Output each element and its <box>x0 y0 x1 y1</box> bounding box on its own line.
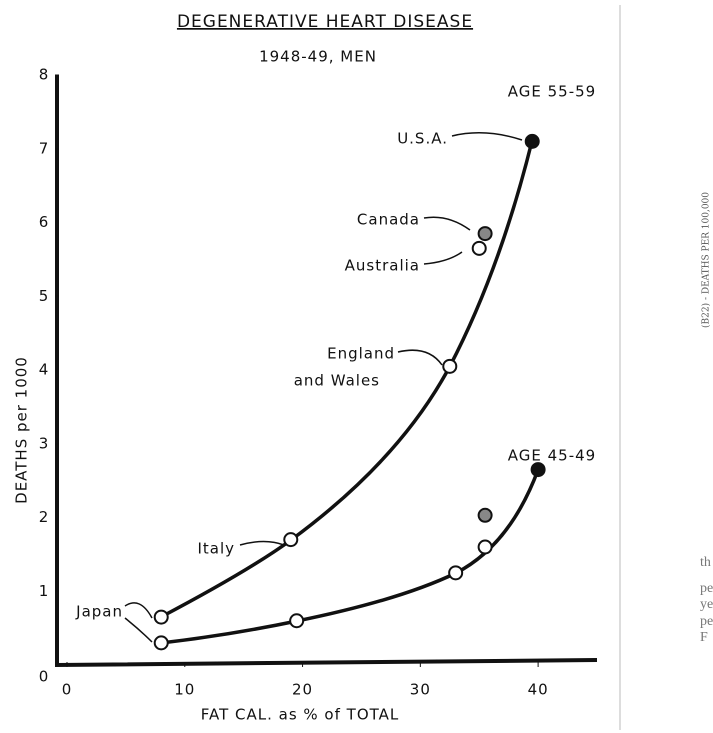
y-tick-label: 4 <box>39 361 50 379</box>
x-tick-label: 40 <box>528 681 549 699</box>
series-label: AGE 45-49 <box>508 447 596 465</box>
point <box>530 462 546 478</box>
margin-fragment: pe <box>700 614 713 629</box>
y-tick-label: 7 <box>39 139 50 157</box>
x-tick-label: 0 <box>62 681 73 699</box>
y-axis-label: DEATHS per 1000 <box>13 356 31 504</box>
point <box>471 240 487 256</box>
arrow <box>124 602 153 619</box>
annotation: Canada <box>357 211 420 229</box>
annotation: and Wales <box>294 372 380 390</box>
point <box>477 226 493 242</box>
y-tick-label: 1 <box>39 582 50 600</box>
chart-subtitle: 1948-49, MEN <box>259 48 377 66</box>
annotation: Japan <box>75 603 123 621</box>
arrow <box>239 540 285 546</box>
arrow <box>423 251 463 265</box>
y-tick-label: 0 <box>39 668 50 686</box>
axes <box>55 75 598 668</box>
side-label: (B22) - DEATHS PER 100,000 <box>701 192 712 328</box>
annotation: Australia <box>345 257 420 275</box>
trend-curve <box>160 469 540 645</box>
arrow <box>423 216 471 231</box>
y-tick-label: 3 <box>39 434 50 452</box>
series-label: AGE 55-59 <box>508 83 596 101</box>
margin-fragment: pe <box>700 581 713 596</box>
x-tick-label: 10 <box>174 681 195 699</box>
arrow <box>451 132 523 141</box>
arrow <box>397 349 443 366</box>
y-tick-label: 5 <box>39 287 50 305</box>
annotation: England <box>327 345 395 363</box>
margin-fragment: th <box>700 555 711 570</box>
point <box>153 609 169 625</box>
point <box>153 635 169 651</box>
margin-fragment: F <box>700 630 708 645</box>
annotation: U.S.A. <box>397 130 448 148</box>
x-axis-label: FAT CAL. as % of TOTAL <box>201 706 400 724</box>
y-tick-label: 2 <box>39 508 50 526</box>
point <box>448 565 464 581</box>
chart-title: DEGENERATIVE HEART DISEASE <box>177 12 473 32</box>
point <box>477 507 493 523</box>
point <box>442 358 458 374</box>
y-tick-label: 6 <box>39 213 50 231</box>
x-tick-label: 20 <box>292 681 313 699</box>
arrow <box>124 617 153 643</box>
point <box>283 532 299 548</box>
trend-curve <box>160 140 534 619</box>
point <box>524 133 540 149</box>
x-tick-label: 30 <box>410 681 431 699</box>
margin-fragment: ye <box>700 597 713 612</box>
point <box>289 613 305 629</box>
y-tick-label: 8 <box>39 66 50 84</box>
point <box>477 539 493 555</box>
annotation: Italy <box>197 540 235 558</box>
